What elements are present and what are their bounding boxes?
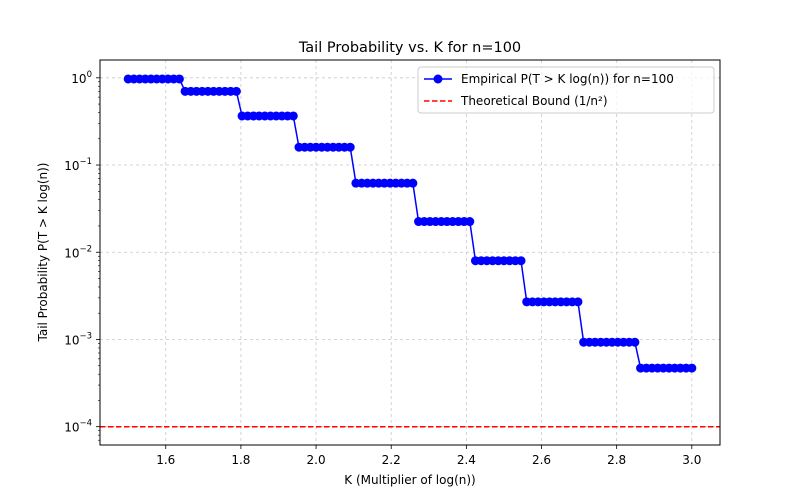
x-tick-label: 2.4 xyxy=(457,453,476,467)
data-point-empirical xyxy=(465,217,475,227)
x-tick-label: 2.0 xyxy=(307,453,326,467)
x-tick-label: 2.6 xyxy=(532,453,551,467)
y-tick-label: 10−4 xyxy=(64,419,92,435)
legend-marker-empirical xyxy=(433,74,443,84)
x-tick-label: 3.0 xyxy=(682,453,701,467)
data-point-empirical xyxy=(516,256,526,266)
y-tick-label: 100 xyxy=(71,70,92,86)
y-axis: 100 10−1 10−2 10−3 10−4 xyxy=(64,70,100,441)
legend-box xyxy=(417,66,715,114)
y-axis-label: Tail Probability P(T > K log(n)) xyxy=(36,163,50,343)
x-tick-label: 2.2 xyxy=(382,453,401,467)
data-point-empirical xyxy=(288,111,298,121)
data-point-empirical xyxy=(345,142,355,152)
y-tick-label: 10−2 xyxy=(64,244,92,260)
x-tick-label: 1.6 xyxy=(156,453,175,467)
legend: Empirical P(T > K log(n)) for n=100 Theo… xyxy=(417,66,715,114)
data-point-empirical xyxy=(408,178,418,188)
x-tick-label: 1.8 xyxy=(231,453,250,467)
x-tick-label: 2.8 xyxy=(607,453,626,467)
plot-area xyxy=(100,74,720,428)
y-tick-label: 10−1 xyxy=(64,157,92,173)
x-axis: 1.6 1.8 2.0 2.2 2.4 2.6 2.8 3.0 xyxy=(156,445,701,467)
data-point-empirical xyxy=(174,74,184,84)
data-point-empirical xyxy=(687,363,697,373)
chart-title: Tail Probability vs. K for n=100 xyxy=(298,40,521,56)
data-point-empirical xyxy=(231,86,241,96)
legend-label-bound: Theoretical Bound (1/n²) xyxy=(460,94,608,108)
x-axis-label: K (Multiplier of log(n)) xyxy=(344,473,475,487)
data-point-empirical xyxy=(630,337,640,347)
legend-label-empirical: Empirical P(T > K log(n)) for n=100 xyxy=(461,72,674,86)
data-point-empirical xyxy=(573,297,583,307)
y-tick-label: 10−3 xyxy=(64,331,92,347)
